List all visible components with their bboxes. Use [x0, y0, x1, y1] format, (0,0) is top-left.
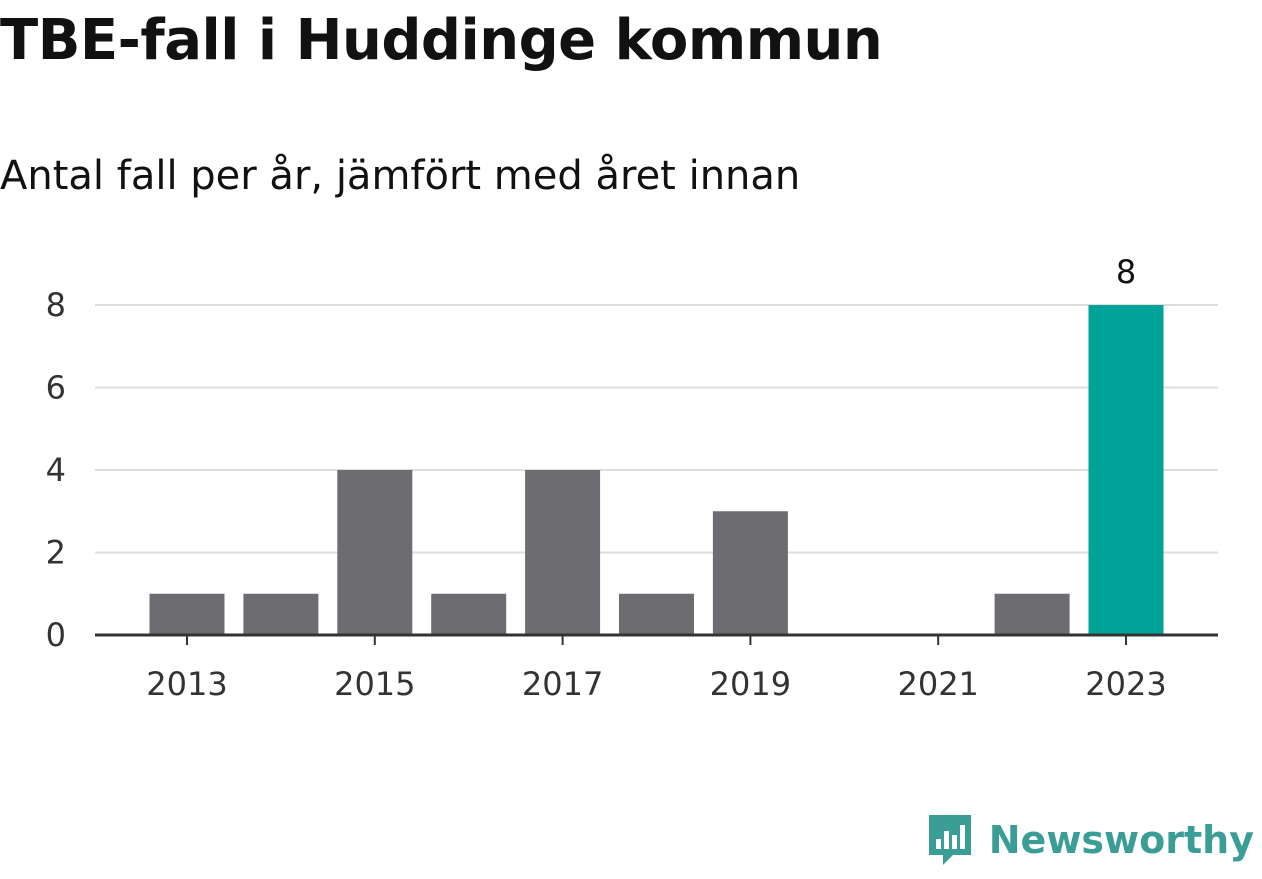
x-tick-label-2013: 2013 — [146, 665, 227, 703]
bar-2013 — [149, 593, 225, 635]
bar-2015 — [337, 470, 413, 635]
x-tick-label-2021: 2021 — [897, 665, 978, 703]
brand-logo: Newsworthy — [925, 811, 1254, 869]
data-label-2023: 8 — [1116, 253, 1136, 291]
bar-2018 — [619, 593, 694, 635]
x-tick-label-2023: 2023 — [1085, 665, 1166, 703]
x-tick-label-2015: 2015 — [334, 665, 415, 703]
bar-2016 — [431, 593, 507, 635]
bar-2019 — [712, 511, 788, 635]
bar-2023 — [1088, 305, 1164, 635]
chart-title: TBE-fall i Huddinge kommun — [0, 8, 883, 73]
y-tick-label-0: 0 — [46, 616, 66, 654]
bar-2014 — [243, 593, 319, 635]
x-tick-label-2017: 2017 — [522, 665, 603, 703]
x-tick-label-2019: 2019 — [710, 665, 791, 703]
brand-name: Newsworthy — [988, 818, 1254, 862]
chart-subtitle: Antal fall per år, jämfört med året inna… — [0, 153, 801, 199]
y-tick-label-6: 6 — [46, 369, 66, 407]
y-tick-label-8: 8 — [46, 286, 66, 324]
y-tick-label-2: 2 — [46, 534, 66, 572]
bar-2022 — [994, 593, 1070, 635]
bar-2017 — [525, 470, 601, 635]
y-tick-label-4: 4 — [46, 451, 66, 489]
newsworthy-logo-icon — [928, 815, 971, 865]
